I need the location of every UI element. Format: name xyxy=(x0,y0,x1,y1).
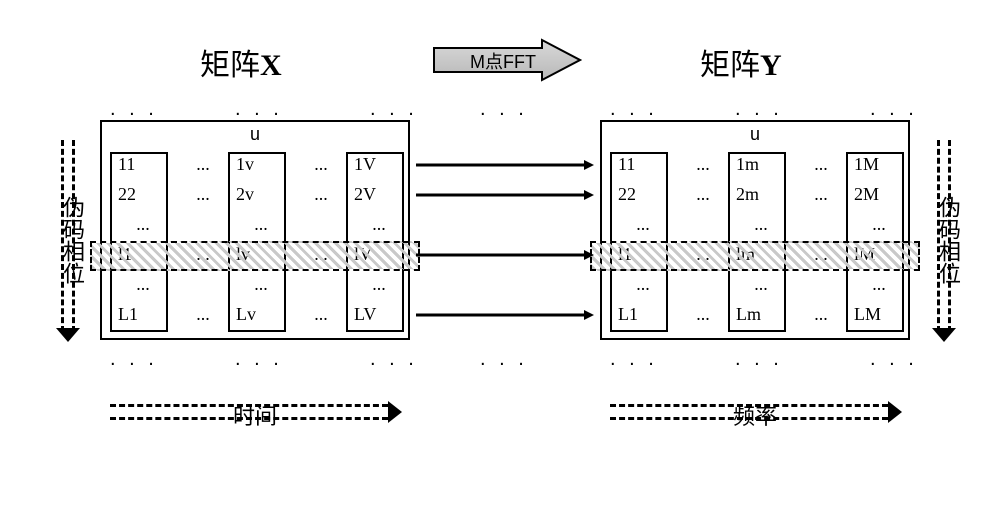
panel-band: u xyxy=(100,120,410,148)
cell: ... xyxy=(236,274,286,295)
cell: ... xyxy=(178,154,228,175)
cell: Lm xyxy=(736,304,786,325)
cell: 2m xyxy=(736,184,786,205)
cell: ... xyxy=(736,214,786,235)
cell: 11 xyxy=(118,154,168,175)
cell: ... xyxy=(178,304,228,325)
cell: ... xyxy=(678,154,728,175)
cell: ... xyxy=(736,274,786,295)
cell: ... xyxy=(354,274,404,295)
cell: ... xyxy=(854,214,904,235)
transform-arrow-icon xyxy=(416,248,594,260)
cell: 22 xyxy=(618,184,668,205)
matrix-panel: u11...1m...1M22...2m...2M.........l1...l… xyxy=(600,120,910,340)
cell: ... xyxy=(678,304,728,325)
transform-arrow-icon xyxy=(416,308,594,320)
cell: 22 xyxy=(118,184,168,205)
cell: ... xyxy=(796,184,846,205)
cell: 1m xyxy=(736,154,786,175)
cell: Lv xyxy=(236,304,286,325)
cell: ... xyxy=(678,184,728,205)
cell: ... xyxy=(796,304,846,325)
transform-arrow-icon xyxy=(416,188,594,200)
cell: ... xyxy=(296,304,346,325)
cell: LV xyxy=(354,304,404,325)
cell: 2V xyxy=(354,184,404,205)
cell: ... xyxy=(618,274,668,295)
transform-arrow-icon xyxy=(416,158,594,170)
cell: ... xyxy=(296,184,346,205)
cell: 2M xyxy=(854,184,904,205)
cell: L1 xyxy=(118,304,168,325)
cell: 1M xyxy=(854,154,904,175)
cell: 1V xyxy=(354,154,404,175)
cell: 1v xyxy=(236,154,286,175)
cell: ... xyxy=(618,214,668,235)
cell: ... xyxy=(236,214,286,235)
cell: ... xyxy=(118,274,168,295)
cell: ... xyxy=(796,154,846,175)
cell: 11 xyxy=(618,154,668,175)
cell: ... xyxy=(178,184,228,205)
cell: ... xyxy=(118,214,168,235)
panel-band: u xyxy=(600,120,910,148)
cell: ... xyxy=(296,154,346,175)
cell: 2v xyxy=(236,184,286,205)
cell: L1 xyxy=(618,304,668,325)
matrix-panel: u11...1v...1V22...2v...2V.........l1...l… xyxy=(100,120,410,340)
cell: ... xyxy=(854,274,904,295)
cell: ... xyxy=(354,214,404,235)
cell: LM xyxy=(854,304,904,325)
